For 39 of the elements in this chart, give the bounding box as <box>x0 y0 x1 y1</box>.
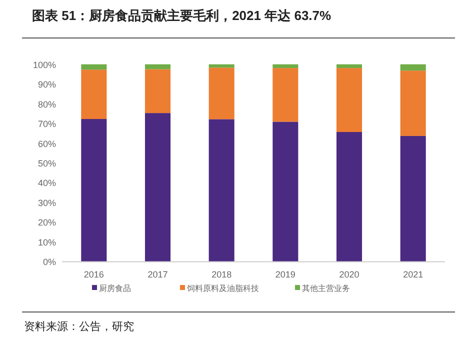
y-tick-label: 70% <box>38 119 56 130</box>
bar <box>144 69 171 114</box>
bar <box>336 64 362 68</box>
bar <box>144 64 171 70</box>
bar <box>400 136 426 262</box>
text: 资料来源：公告，研究 <box>24 320 134 333</box>
x-tick-label: 2021 <box>403 270 424 280</box>
bar <box>81 64 107 70</box>
y-tick-label: 0% <box>42 257 56 268</box>
bar <box>400 70 426 136</box>
bar <box>81 70 107 119</box>
bar <box>272 122 298 262</box>
y-tick-label: 100% <box>32 60 56 70</box>
bar <box>336 132 362 262</box>
x-tick-label: 2016 <box>84 270 104 280</box>
x-tick-label: 2018 <box>212 270 232 280</box>
y-tick-label: 10% <box>38 237 56 248</box>
bar <box>208 68 234 120</box>
y-tick-label: 20% <box>38 218 56 228</box>
x-tick-label: 2017 <box>148 270 168 280</box>
chart-title: 图表 51：厨房食品贡献主要毛利，2021 年达 63.7% <box>32 8 332 23</box>
legend-label: 其他主营业务 <box>302 284 350 293</box>
bar <box>272 68 298 122</box>
y-tick-label: 30% <box>38 198 56 208</box>
bar <box>336 68 362 132</box>
x-tick-label: 2019 <box>275 270 296 280</box>
bar <box>144 113 171 262</box>
y-tick-label: 50% <box>38 158 56 168</box>
y-tick-label: 90% <box>38 80 56 90</box>
y-tick-label: 40% <box>38 178 56 188</box>
x-tick-label: 2020 <box>339 270 360 280</box>
y-tick-label: 60% <box>38 138 56 149</box>
bar <box>81 118 107 262</box>
legend-label: 厨房食品 <box>99 284 131 293</box>
bar <box>208 119 234 262</box>
bar <box>400 64 426 71</box>
bar <box>272 64 298 68</box>
y-tick-label: 80% <box>38 99 56 110</box>
legend-label: 饲料原料及油脂科技 <box>186 284 259 293</box>
